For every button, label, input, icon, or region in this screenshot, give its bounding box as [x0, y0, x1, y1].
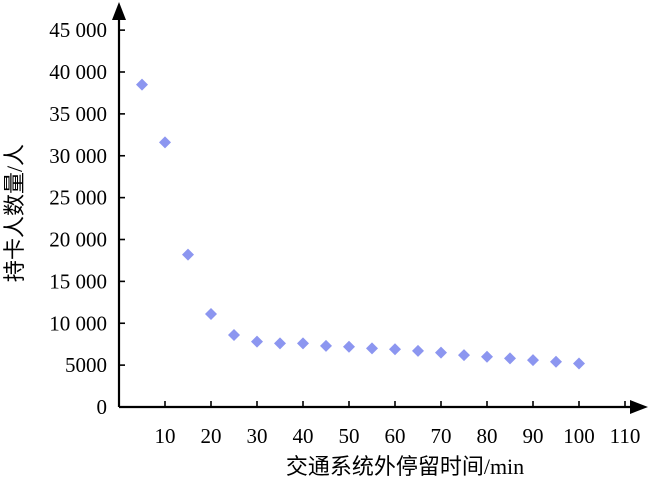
x-axis-title: 交通系统外停留时间/min — [286, 454, 524, 479]
data-point — [136, 78, 148, 91]
data-point — [159, 136, 171, 149]
data-point — [527, 354, 539, 367]
data-point — [550, 355, 562, 368]
data-point — [366, 342, 378, 355]
data-point — [458, 349, 470, 362]
data-point — [251, 335, 263, 348]
data-point — [182, 248, 194, 261]
y-tick-label: 45 000 — [49, 18, 107, 42]
x-tick-label: 60 — [385, 424, 406, 448]
data-points — [136, 78, 585, 370]
data-point — [297, 337, 309, 350]
data-point — [573, 357, 585, 370]
y-tick-label: 20 000 — [49, 228, 107, 252]
data-point — [481, 350, 493, 363]
data-point — [343, 340, 355, 353]
x-tick-label: 50 — [339, 424, 360, 448]
axes — [112, 2, 648, 414]
x-axis-arrow — [630, 400, 648, 414]
y-tick-label: 35 000 — [49, 102, 107, 126]
data-point — [435, 346, 447, 359]
data-point — [504, 352, 516, 365]
x-tick-label: 30 — [247, 424, 268, 448]
data-point — [412, 344, 424, 357]
y-tick-label: 30 000 — [49, 144, 107, 168]
y-tick-label: 0 — [97, 395, 108, 419]
y-tick-label: 25 000 — [49, 186, 107, 210]
x-tick-label: 90 — [523, 424, 544, 448]
y-axis-title: 持卡人数量/人 — [2, 144, 27, 282]
x-tick-label: 20 — [201, 424, 222, 448]
y-tick-label: 10 000 — [49, 311, 107, 335]
x-tick-label: 10 — [155, 424, 176, 448]
y-tick-label: 15 000 — [49, 269, 107, 293]
data-point — [389, 343, 401, 356]
data-point — [320, 339, 332, 352]
x-tick-label: 100 — [563, 424, 595, 448]
tick-group: 0 5000 10 000 15 000 20 000 25 000 30 000 35 00… — [49, 18, 640, 448]
data-point — [274, 337, 286, 350]
x-tick-label: 80 — [477, 424, 498, 448]
x-tick-label: 70 — [431, 424, 452, 448]
x-tick-label: 110 — [610, 424, 641, 448]
y-tick-label: 5000 — [65, 353, 107, 377]
y-tick-label: 40 000 — [49, 60, 107, 84]
data-point — [205, 308, 217, 321]
data-point — [228, 328, 240, 341]
y-axis-arrow — [112, 2, 126, 20]
x-tick-label: 40 — [293, 424, 314, 448]
